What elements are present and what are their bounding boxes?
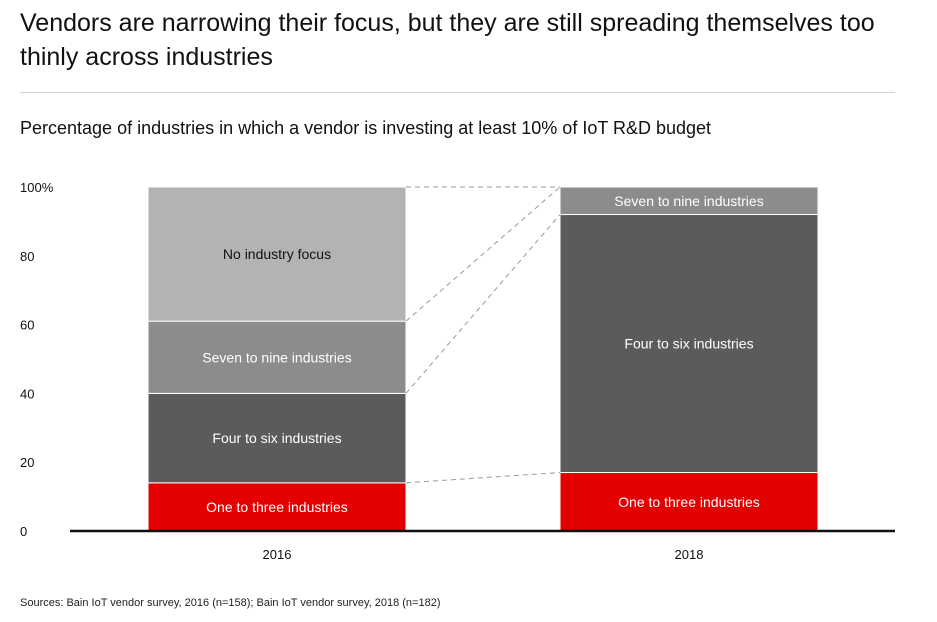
connector-line bbox=[405, 214, 561, 394]
bar-segment bbox=[559, 214, 819, 474]
segment-label: Seven to nine industries bbox=[614, 193, 763, 209]
segment-label: One to three industries bbox=[618, 494, 760, 510]
title-divider bbox=[20, 92, 895, 93]
y-tick-label: 80 bbox=[20, 249, 34, 264]
y-tick-label: 0 bbox=[20, 524, 27, 539]
segment-label: Four to six industries bbox=[212, 430, 341, 446]
segment-label: Four to six industries bbox=[624, 336, 753, 352]
source-note: Sources: Bain IoT vendor survey, 2016 (n… bbox=[20, 597, 441, 609]
bar-segment bbox=[147, 482, 407, 532]
y-tick-label: 20 bbox=[20, 455, 34, 470]
connector-line bbox=[405, 472, 561, 484]
chart-title: Vendors are narrowing their focus, but t… bbox=[20, 9, 875, 71]
bar-segment bbox=[559, 472, 819, 532]
y-tick-label: 60 bbox=[20, 318, 34, 333]
bar-segment bbox=[147, 186, 407, 322]
bar-segment bbox=[559, 186, 819, 216]
chart-subtitle: Percentage of industries in which a vend… bbox=[20, 118, 712, 138]
bar-segment bbox=[147, 320, 407, 394]
segment-label: No industry focus bbox=[223, 246, 331, 262]
segment-label: Seven to nine industries bbox=[202, 349, 351, 365]
x-tick-label: 2018 bbox=[675, 547, 704, 562]
connector-line bbox=[405, 186, 561, 322]
segment-label: One to three industries bbox=[206, 499, 348, 515]
y-tick-label: 40 bbox=[20, 386, 34, 401]
y-tick-label: 100% bbox=[20, 180, 54, 195]
bar-segment bbox=[147, 392, 407, 484]
x-tick-label: 2016 bbox=[263, 547, 292, 562]
